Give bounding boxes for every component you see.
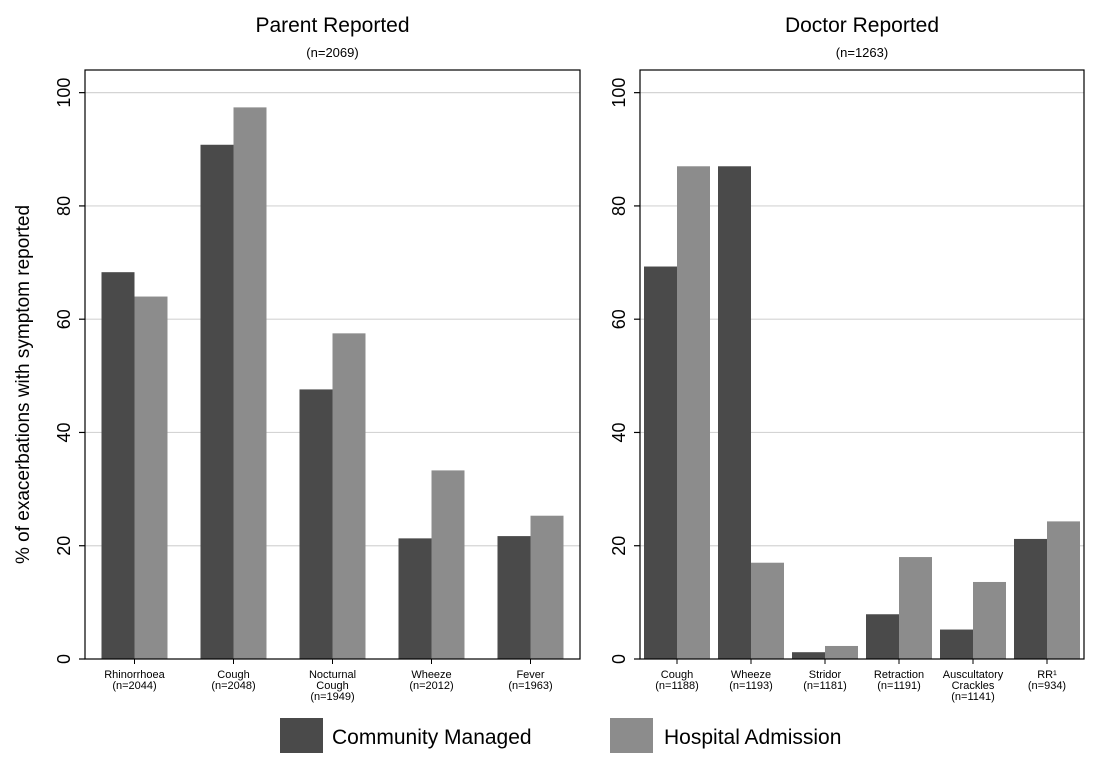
y-tick-label: 0 [54, 654, 74, 664]
y-tick-label: 20 [54, 536, 74, 556]
x-tick-label: Retraction [874, 669, 924, 681]
x-tick-label: (n=1949) [310, 691, 354, 703]
bar-community-managed [940, 629, 973, 659]
panel-title: Doctor Reported [785, 14, 939, 37]
panel-subtitle: (n=2069) [306, 45, 358, 60]
x-tick-label: (n=2012) [409, 680, 453, 692]
bar-hospital-admission [1047, 521, 1080, 659]
bar-hospital-admission [332, 333, 366, 659]
bar-hospital-admission [751, 562, 784, 659]
x-tick-label: (n=934) [1028, 680, 1066, 692]
x-tick-label: Stridor [809, 669, 842, 681]
bar-community-managed [866, 614, 899, 659]
legend-label: Community Managed [332, 726, 532, 749]
legend: Community Managed Hospital Admission [280, 718, 841, 753]
x-tick-label: Cough [217, 669, 249, 681]
x-tick-label: RR¹ [1037, 669, 1057, 681]
y-tick-label: 100 [54, 78, 74, 108]
bar-community-managed [398, 538, 432, 659]
x-tick-label: Cough [661, 669, 693, 681]
bar-community-managed [200, 144, 234, 659]
bar-hospital-admission [825, 645, 858, 659]
y-tick-label: 80 [54, 196, 74, 216]
y-tick-label: 60 [54, 309, 74, 329]
plot-frame [639, 69, 1085, 660]
chart-panel-2: Doctor Reported (n=1263) Cough(n=1188) Whee… [609, 14, 1085, 703]
x-tick-label: (n=2044) [112, 680, 156, 692]
chart-panel-1: Parent Reported(n=2069)Rhinorrhoea(n=204… [13, 14, 581, 703]
x-tick-label: (n=1181) [803, 680, 847, 692]
x-tick-label: (n=1193) [729, 680, 773, 692]
y-tick-label: 40 [54, 422, 74, 442]
x-tick-label: Wheeze [731, 669, 771, 681]
x-tick-label: Wheeze [411, 669, 451, 681]
x-tick-label: Auscultatory [943, 669, 1004, 681]
x-tick-label: Rhinorrhoea [104, 669, 165, 681]
x-tick-label: Fever [516, 669, 544, 681]
legend-swatch [280, 718, 323, 753]
bar-community-managed [644, 266, 677, 659]
legend-swatch [610, 718, 653, 753]
panel-title: Parent Reported [255, 14, 409, 37]
y-tick-label: 20 [609, 536, 629, 556]
bar-hospital-admission [431, 470, 465, 659]
y-tick-label: 80 [609, 196, 629, 216]
bar-community-managed [497, 536, 531, 659]
bar-community-managed [718, 166, 751, 659]
bar-hospital-admission [899, 557, 932, 659]
bar-hospital-admission [530, 515, 564, 659]
bar-community-managed [1014, 538, 1047, 659]
y-axis-label: % of exacerbations with symptom reported [13, 205, 34, 564]
x-tick-label: (n=1141) [951, 691, 995, 703]
y-tick-label: 40 [609, 422, 629, 442]
plot-frame [84, 69, 581, 660]
bar-community-managed [299, 389, 333, 659]
legend-label: Hospital Admission [664, 726, 841, 749]
x-tick-label: (n=2048) [211, 680, 255, 692]
x-tick-label: Nocturnal [309, 669, 356, 681]
x-tick-label: (n=1963) [508, 680, 552, 692]
y-tick-label: 0 [609, 654, 629, 664]
y-tick-label: 100 [609, 78, 629, 108]
x-tick-label: (n=1188) [655, 680, 699, 692]
bar-hospital-admission [973, 581, 1006, 659]
bar-community-managed [792, 652, 825, 659]
bar-hospital-admission [233, 107, 267, 659]
panel-subtitle: (n=1263) [836, 45, 888, 60]
bar-community-managed [101, 272, 135, 659]
bar-hospital-admission [677, 166, 710, 659]
y-tick-label: 60 [609, 309, 629, 329]
bar-hospital-admission [134, 296, 168, 659]
x-tick-label: Crackles [952, 680, 995, 692]
x-tick-label: (n=1191) [877, 680, 921, 692]
x-tick-label: Cough [316, 680, 348, 692]
